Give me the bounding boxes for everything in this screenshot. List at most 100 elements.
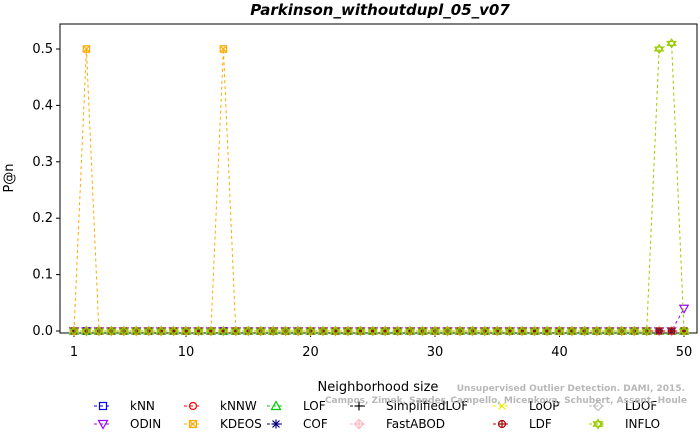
data-point bbox=[255, 325, 267, 337]
data-point bbox=[392, 325, 404, 337]
legend-item: LDF bbox=[493, 417, 552, 431]
data-point bbox=[379, 325, 391, 337]
data-point bbox=[454, 325, 466, 337]
legend-label: LoOP bbox=[529, 399, 560, 413]
data-point bbox=[143, 325, 155, 337]
data-point bbox=[93, 325, 105, 337]
series-line bbox=[74, 42, 685, 332]
x-axis: 1 10 20 30 40 50 bbox=[70, 333, 692, 360]
y-tick-label: 0.1 bbox=[32, 268, 53, 283]
data-point bbox=[68, 325, 80, 337]
legend-marker bbox=[270, 400, 282, 411]
legend-item: FastABOD bbox=[350, 417, 445, 431]
data-point bbox=[603, 325, 615, 337]
legend-label: COF bbox=[303, 417, 328, 431]
data-point bbox=[529, 325, 540, 337]
series-layer bbox=[68, 38, 690, 337]
data-point bbox=[479, 325, 491, 337]
legend-item: LOF bbox=[267, 399, 326, 413]
data-point bbox=[628, 325, 640, 337]
watermark-line-2: Campos, Zimek, Sander, Campello, Micenko… bbox=[325, 396, 687, 406]
data-point bbox=[82, 45, 91, 53]
data-point bbox=[667, 327, 676, 335]
legend-label: kNNW bbox=[220, 399, 257, 413]
x-tick-label: 20 bbox=[302, 345, 319, 360]
data-point bbox=[205, 325, 217, 337]
data-point bbox=[591, 325, 603, 337]
legend-item: KDEOS bbox=[184, 417, 262, 431]
data-point bbox=[330, 325, 341, 337]
x-tick-label: 40 bbox=[551, 345, 568, 360]
legend-marker bbox=[497, 419, 507, 429]
data-point bbox=[666, 38, 677, 49]
data-point bbox=[292, 325, 304, 337]
watermark-line-1: Unsupervised Outlier Detection. DAMI, 20… bbox=[457, 384, 685, 394]
x-tick-label: 50 bbox=[676, 345, 693, 360]
legend-item: kNNW bbox=[184, 399, 257, 413]
y-axis-label: P@n bbox=[2, 163, 17, 192]
data-point bbox=[655, 327, 663, 335]
data-point bbox=[219, 45, 228, 53]
data-point bbox=[180, 325, 192, 337]
data-point bbox=[404, 325, 416, 337]
data-point bbox=[81, 325, 92, 337]
legend-marker bbox=[97, 419, 109, 430]
legend-label: ODIN bbox=[130, 417, 161, 431]
series-kdeos bbox=[70, 45, 688, 335]
y-tick-label: 0.3 bbox=[32, 155, 53, 170]
data-point bbox=[516, 325, 528, 337]
data-point bbox=[429, 325, 441, 337]
legend-item: LDOF bbox=[589, 399, 657, 413]
y-tick-label: 0.0 bbox=[32, 324, 53, 339]
x-tick-label: 10 bbox=[178, 345, 195, 360]
data-point bbox=[218, 325, 229, 337]
legend-item: COF bbox=[267, 417, 328, 431]
data-point bbox=[653, 43, 665, 55]
data-point bbox=[106, 325, 117, 337]
data-point bbox=[305, 325, 316, 337]
legend-label: LDOF bbox=[625, 399, 657, 413]
legend-marker bbox=[498, 402, 506, 410]
legend-label: SimplifiedLOF bbox=[386, 399, 468, 413]
legend: kNN kNNW LOF SimplifiedLOF LoOP LDOF ODIN KDEOS… bbox=[94, 399, 660, 431]
legend-marker bbox=[271, 419, 281, 429]
series-inflo bbox=[68, 38, 690, 337]
data-point bbox=[354, 325, 366, 337]
legend-marker bbox=[98, 401, 108, 411]
legend-marker bbox=[592, 418, 604, 430]
data-point bbox=[541, 325, 553, 337]
data-point bbox=[242, 325, 254, 337]
legend-item: SimplifiedLOF bbox=[350, 399, 468, 413]
data-point bbox=[193, 325, 204, 337]
legend-label: KDEOS bbox=[220, 417, 262, 431]
legend-marker bbox=[354, 401, 364, 411]
legend-item: INFLO bbox=[589, 417, 660, 431]
legend-item: kNN bbox=[94, 399, 155, 413]
data-point bbox=[678, 325, 690, 337]
data-point bbox=[579, 325, 590, 337]
x-tick-label: 1 bbox=[70, 345, 78, 360]
data-point bbox=[130, 325, 142, 337]
data-point bbox=[641, 325, 652, 337]
data-point bbox=[504, 325, 516, 337]
data-point bbox=[280, 325, 291, 337]
legend-marker bbox=[592, 400, 604, 412]
data-point bbox=[367, 325, 379, 337]
data-point bbox=[678, 304, 690, 314]
y-axis: 0.0 0.1 0.2 0.3 0.4 0.5 bbox=[32, 42, 60, 339]
data-point bbox=[467, 325, 478, 337]
legend-item: ODIN bbox=[94, 417, 161, 431]
data-point bbox=[417, 325, 428, 337]
data-point bbox=[342, 325, 354, 337]
y-tick-label: 0.5 bbox=[32, 42, 53, 57]
legend-label: FastABOD bbox=[386, 417, 445, 431]
y-tick-label: 0.4 bbox=[32, 98, 53, 113]
x-tick-label: 30 bbox=[427, 345, 444, 360]
legend-item: LoOP bbox=[493, 399, 560, 413]
data-point bbox=[168, 325, 179, 337]
y-tick-label: 0.2 bbox=[32, 211, 53, 226]
data-point bbox=[442, 325, 453, 337]
x-axis-label: Neighborhood size bbox=[318, 380, 439, 395]
data-point bbox=[616, 325, 628, 337]
